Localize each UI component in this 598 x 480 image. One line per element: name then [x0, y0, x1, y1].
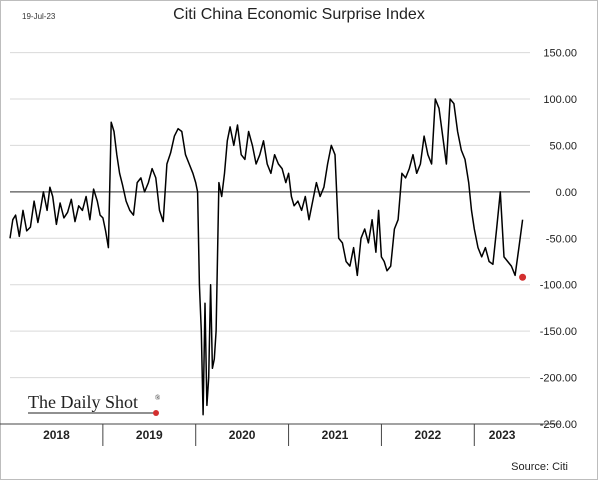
- y-tick-label: 50.00: [549, 140, 577, 152]
- x-tick-label: 2018: [43, 428, 70, 442]
- chart-title: Citi China Economic Surprise Index: [173, 6, 425, 23]
- surprise-index-line: [9, 98, 524, 416]
- y-tick-label: -250.00: [540, 419, 577, 431]
- x-tick-label: 2020: [229, 428, 256, 442]
- y-tick-label: -150.00: [540, 326, 577, 338]
- line-series: [9, 98, 527, 416]
- watermark-text: The Daily Shot: [28, 392, 138, 412]
- watermark-dot: [153, 410, 159, 416]
- x-tick-label: 2021: [322, 428, 349, 442]
- date-stamp: 19-Jul-23: [22, 12, 56, 21]
- x-tick-label: 2019: [136, 428, 163, 442]
- y-tick-label: 0.00: [556, 187, 577, 199]
- daily-shot-watermark: The Daily Shot ®: [28, 392, 161, 416]
- x-tick-label: 2023: [489, 428, 516, 442]
- grid-lines: [10, 52, 530, 425]
- last-value-marker: [519, 273, 527, 281]
- y-tick-label: -50.00: [546, 233, 577, 245]
- y-tick-label: 100.00: [543, 94, 577, 106]
- y-axis: 150.00 100.00 50.00 0.00 -50.00 -100.00 -150.0…: [540, 48, 577, 431]
- y-tick-label: 150.00: [543, 48, 577, 60]
- y-tick-label: -200.00: [540, 373, 577, 385]
- x-tick-label: 2022: [415, 428, 442, 442]
- y-tick-label: -100.00: [540, 280, 577, 292]
- watermark-registered-mark: ®: [155, 394, 161, 402]
- x-axis: 2018 2019 2020 2021 2022 2023: [0, 423, 560, 446]
- source-note: Source: Citi: [511, 461, 568, 473]
